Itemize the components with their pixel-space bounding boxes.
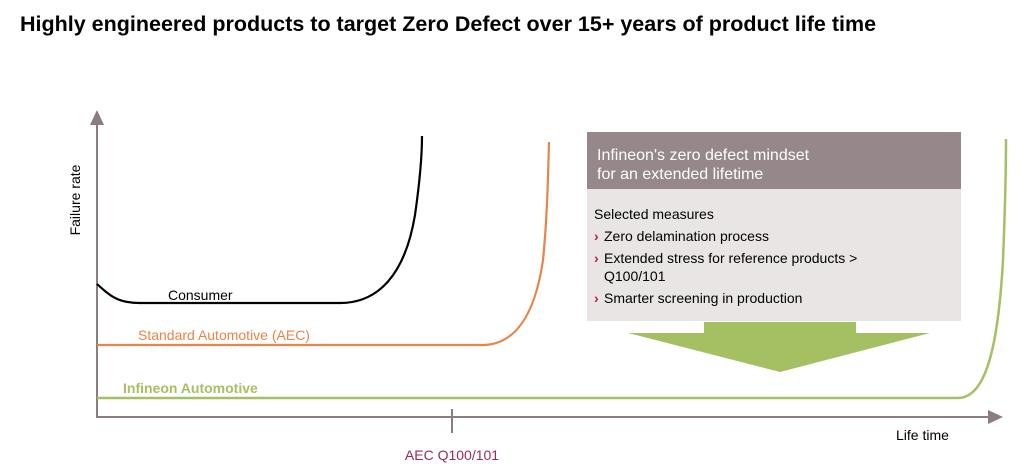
- callout-body: Selected measures › Zero delamination pr…: [587, 189, 961, 321]
- chevron-right-icon: ›: [594, 250, 599, 266]
- infineon-automotive-label: Infineon Automotive: [123, 380, 258, 396]
- infineon-automotive-curve: [97, 138, 1008, 400]
- standard-automotive-curve: [97, 141, 551, 347]
- improvement-arrow: [628, 322, 930, 372]
- chevron-right-icon: ›: [594, 228, 599, 244]
- callout-header: Infineon's zero defect mindset for an ex…: [587, 132, 961, 189]
- y-axis-label: Failure rate: [67, 164, 83, 235]
- measure-item: › Smarter screening in production: [594, 289, 953, 307]
- y-axis-arrowhead: [90, 110, 104, 125]
- consumer-curve-label: Consumer: [168, 287, 233, 303]
- x-axis-arrowhead: [988, 410, 1003, 424]
- measure-item: › Extended stress for reference products…: [594, 249, 953, 285]
- measure-line: Zero delamination process: [604, 228, 769, 244]
- measure-line-continued: Q100/101: [604, 268, 666, 284]
- measure-line: Extended stress for reference products >: [604, 250, 858, 266]
- x-axis-label: Life time: [896, 427, 949, 443]
- consumer-curve: [96, 135, 424, 305]
- x-axis-marker-label: AEC Q100/101: [405, 447, 499, 463]
- callout-header-line-2: for an extended lifetime: [597, 166, 764, 183]
- measure-line: Smarter screening in production: [604, 290, 803, 306]
- callout-header-line-1: Infineon's zero defect mindset: [597, 147, 810, 164]
- measure-item: › Zero delamination process: [594, 227, 953, 245]
- measures-title: Selected measures: [594, 206, 714, 222]
- chevron-right-icon: ›: [594, 290, 599, 306]
- page-title: Highly engineered products to target Zer…: [20, 12, 877, 36]
- standard-automotive-label: Standard Automotive (AEC): [138, 327, 310, 343]
- zero-defect-callout: Infineon's zero defect mindset for an ex…: [587, 132, 961, 321]
